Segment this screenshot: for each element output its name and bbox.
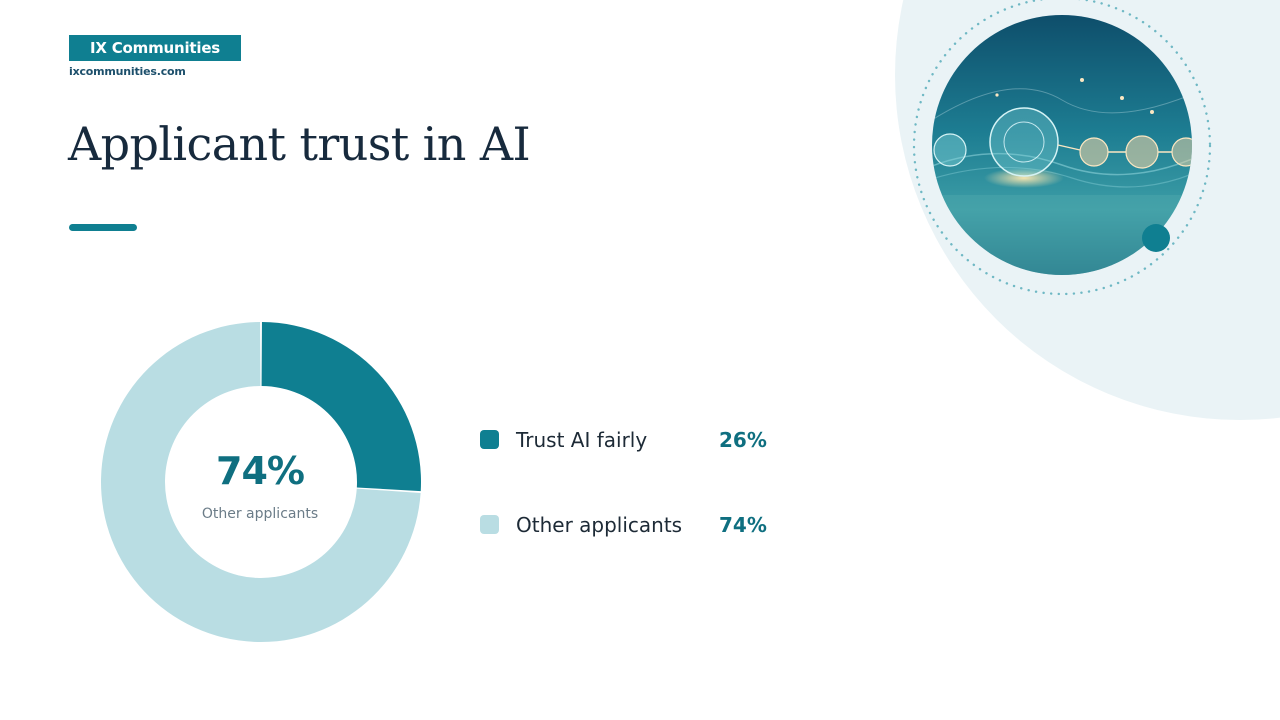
legend-swatch-trust	[480, 430, 499, 449]
legend-item-other-applicants: Other applicants 74%	[480, 510, 800, 540]
legend-value: 26%	[719, 428, 767, 452]
hero-image	[912, 0, 1212, 296]
brand-url: ixcommunities.com	[69, 65, 186, 78]
legend-label: Trust AI fairly	[516, 428, 648, 452]
legend-value: 74%	[719, 513, 767, 537]
title-underline	[69, 224, 137, 231]
donut-slice-trust-ai-fairly	[261, 322, 421, 492]
brand-badge: IX Communities	[69, 35, 241, 61]
legend-label: Other applicants	[516, 513, 683, 537]
donut-center-value: 74%	[216, 449, 305, 493]
donut-svg	[101, 322, 421, 642]
legend-swatch-other	[480, 515, 499, 534]
donut-center-label: Other applicants	[201, 506, 319, 522]
page-title: Applicant trust in AI	[68, 117, 531, 171]
donut-chart	[100, 321, 422, 643]
donut-slice-other-applicants	[101, 322, 421, 642]
legend-item-trust-ai-fairly: Trust AI fairly 26%	[480, 425, 800, 455]
ai-network-illustration-icon	[912, 0, 1212, 296]
